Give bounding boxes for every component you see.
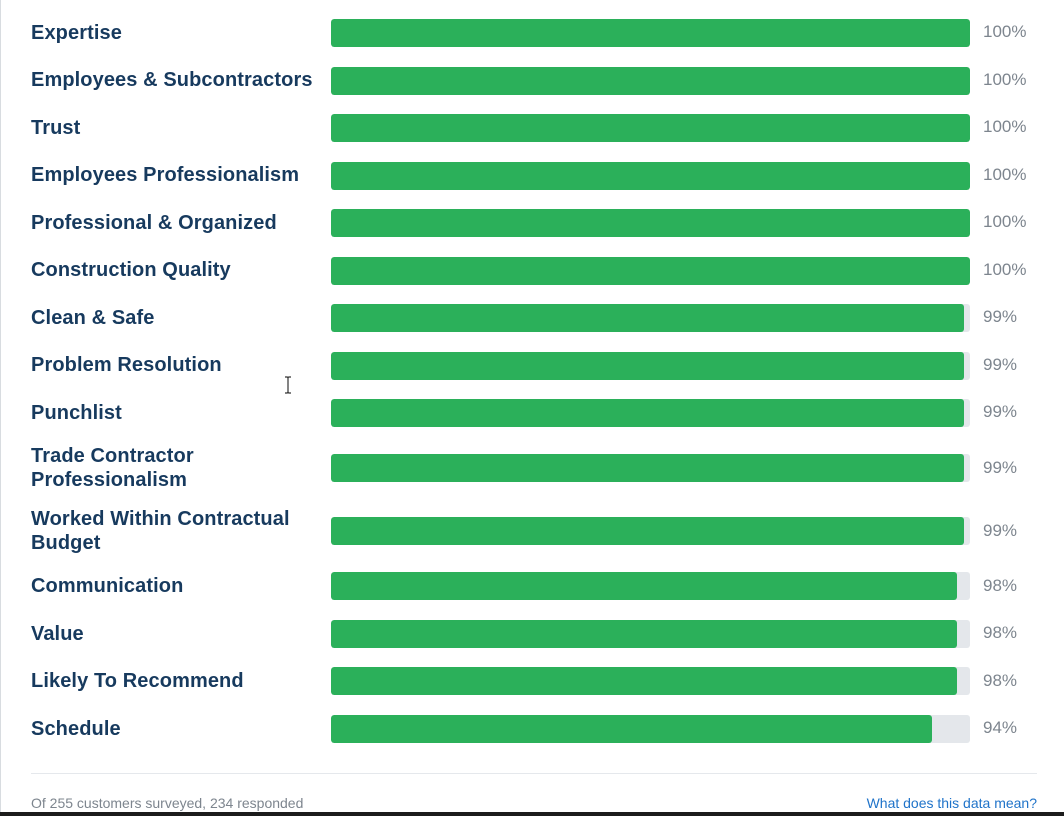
rating-label: Employees & Subcontractors (31, 69, 313, 91)
rating-label: Employees Professionalism (31, 164, 300, 186)
rating-bar-fill (331, 257, 970, 285)
rating-bar (331, 572, 970, 600)
rating-bar (331, 517, 970, 545)
rating-bar (331, 162, 970, 190)
rating-label: Construction Quality (31, 259, 231, 281)
rating-label: Trust (31, 117, 81, 139)
rating-label: Value (31, 623, 84, 645)
rating-bar-fill (331, 114, 970, 142)
rating-label: Schedule (31, 718, 121, 740)
rating-percent: 100% (983, 22, 1027, 41)
rating-percent: 100% (983, 165, 1027, 184)
rating-label: Problem Resolution (31, 354, 222, 376)
rating-bar (331, 209, 970, 237)
rating-bar-fill (331, 304, 964, 332)
rating-label: Communication (31, 575, 184, 597)
survey-summary: Of 255 customers surveyed, 234 responded (31, 795, 304, 811)
rating-percent: 99% (983, 402, 1018, 421)
rating-bar (331, 114, 970, 142)
footer-divider (31, 773, 1037, 774)
what-does-this-data-mean-link[interactable]: What does this data mean? (866, 795, 1037, 811)
rating-label: Professional & Organized (31, 212, 277, 234)
rating-percent: 100% (983, 70, 1027, 89)
rating-percent: 98% (983, 623, 1018, 642)
rating-percent: 99% (983, 355, 1018, 374)
rating-percent: 98% (983, 576, 1018, 595)
rating-bar-fill (331, 667, 958, 695)
rating-bar-fill (331, 209, 970, 237)
rating-bar-fill (331, 715, 932, 743)
rating-bar-fill (331, 162, 970, 190)
rating-bar-fill (331, 454, 964, 482)
rating-bar (331, 257, 970, 285)
rating-bar (331, 454, 970, 482)
rating-label: Trade Contractor Professionalism (31, 445, 194, 491)
rating-bar (331, 67, 970, 95)
rating-bar (331, 667, 970, 695)
rating-bar-fill (331, 572, 958, 600)
rating-label: Worked Within Contractual Budget (31, 508, 290, 554)
text-cursor-icon (285, 376, 291, 394)
rating-percent: 94% (983, 718, 1018, 737)
rating-bar (331, 304, 970, 332)
rating-percent: 99% (983, 521, 1018, 540)
rating-percent: 100% (983, 260, 1027, 279)
rating-bar-fill (331, 620, 958, 648)
rating-percent: 100% (983, 117, 1027, 136)
rating-label: Punchlist (31, 402, 122, 424)
panel-left-border (0, 0, 1, 816)
rating-bar-fill (331, 517, 964, 545)
rating-bar-fill (331, 19, 970, 47)
rating-bar-fill (331, 67, 970, 95)
rating-bar (331, 715, 970, 743)
rating-label: Clean & Safe (31, 307, 155, 329)
rating-bar (331, 620, 970, 648)
rating-bar-fill (331, 399, 964, 427)
rating-percent: 99% (983, 458, 1018, 477)
rating-bar (331, 19, 970, 47)
rating-percent: 99% (983, 307, 1018, 326)
rating-bar (331, 352, 970, 380)
rating-bar-fill (331, 352, 964, 380)
rating-percent: 98% (983, 671, 1018, 690)
bottom-edge-strip (0, 812, 1064, 816)
rating-bar (331, 399, 970, 427)
rating-percent: 100% (983, 212, 1027, 231)
rating-label: Expertise (31, 22, 122, 44)
rating-label: Likely To Recommend (31, 670, 244, 692)
